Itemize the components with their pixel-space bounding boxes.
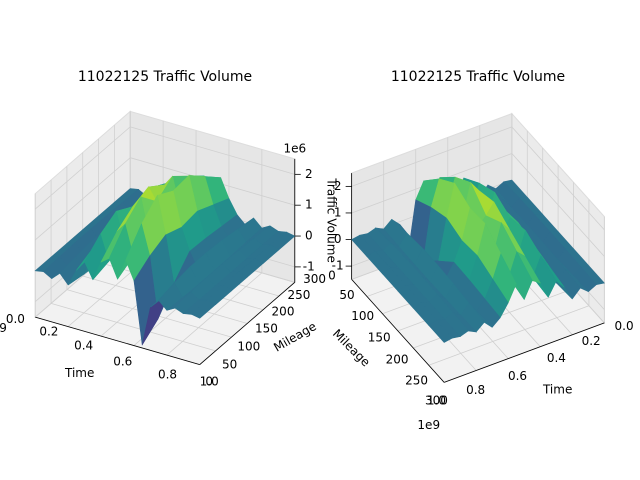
z-tick-label: 2	[305, 167, 313, 181]
x-tick-label: 0.0	[615, 319, 634, 333]
y-tick-label: 250	[287, 288, 310, 302]
z-tick-label: 1	[305, 198, 313, 212]
z-tick-label: 0	[305, 229, 313, 243]
y-tick-label: 250	[405, 374, 428, 388]
z-grid-line	[34, 126, 131, 210]
y-axis-line	[199, 282, 296, 365]
x-tick-label: 0.2	[39, 324, 58, 338]
z-grid-line	[511, 126, 605, 231]
surface-patch	[428, 320, 453, 343]
z-tick-label: 1	[334, 205, 342, 219]
y-tick-label: 100	[237, 339, 260, 353]
y-tick-label: 0	[328, 268, 336, 282]
x-offset-label: 1e9	[0, 321, 7, 335]
z-grid-line	[351, 126, 512, 187]
y-tick-label: 50	[339, 288, 354, 302]
y-grid-line	[50, 302, 216, 352]
x-axis-line	[35, 316, 200, 365]
x-axis-line	[444, 322, 605, 383]
x-tick-label: 1.0	[200, 375, 219, 389]
x-tick-label: 0.2	[582, 334, 601, 348]
z-grid-line	[130, 126, 295, 175]
z-tick-label: -1	[332, 259, 344, 273]
y-tick-label: 300	[425, 393, 448, 407]
z-axis-label: Traffic Volume	[324, 177, 338, 263]
x-tick-label: 0.6	[113, 355, 132, 369]
z-tick-label: -1	[303, 259, 315, 273]
x-tick-label: 0.0	[6, 312, 25, 326]
x-tick-label: 0.8	[466, 383, 485, 397]
y-axis-line	[351, 279, 445, 383]
y-grid-line	[428, 305, 590, 366]
y-tick-label: 0	[205, 375, 213, 389]
y-tick-label: 200	[386, 352, 409, 366]
surface-patch	[191, 299, 217, 319]
y-tick-label: 150	[255, 322, 278, 336]
y-tick-label: 50	[222, 358, 237, 372]
x-tick-label: 0.4	[74, 338, 93, 352]
chart-title: 11022125 Traffic Volume	[78, 69, 252, 85]
y-tick-label: 100	[351, 309, 374, 323]
x-axis-label: Time	[64, 366, 94, 380]
x-tick-label: 0.6	[508, 369, 527, 383]
y-tick-label: 150	[368, 330, 391, 344]
subplot: 11022125 Traffic Volume 0.0 0.2 0.4 0.6 0.8 1.…	[328, 69, 634, 432]
z-grid-line	[34, 157, 131, 241]
z-tick-label: 0	[334, 232, 342, 246]
x-tick-label: 1.0	[427, 393, 446, 407]
x-tick-label: 0.8	[158, 368, 177, 382]
x-offset-label: 1e9	[417, 418, 440, 432]
z-tick-label: 2	[334, 179, 342, 193]
x-axis-label: Time	[542, 382, 572, 396]
z-grid-line	[511, 153, 605, 257]
x-tick-label: 0.4	[547, 351, 566, 365]
chart-title: 11022125 Traffic Volume	[391, 69, 565, 85]
y-tick-label: 200	[272, 304, 295, 318]
z-offset-label: 1e6	[283, 141, 306, 155]
subplot: 11022125 Traffic Volume 0.0 0.2 0.4 0.6 0.8 1.…	[0, 69, 338, 389]
y-tick-label: 300	[303, 272, 326, 286]
